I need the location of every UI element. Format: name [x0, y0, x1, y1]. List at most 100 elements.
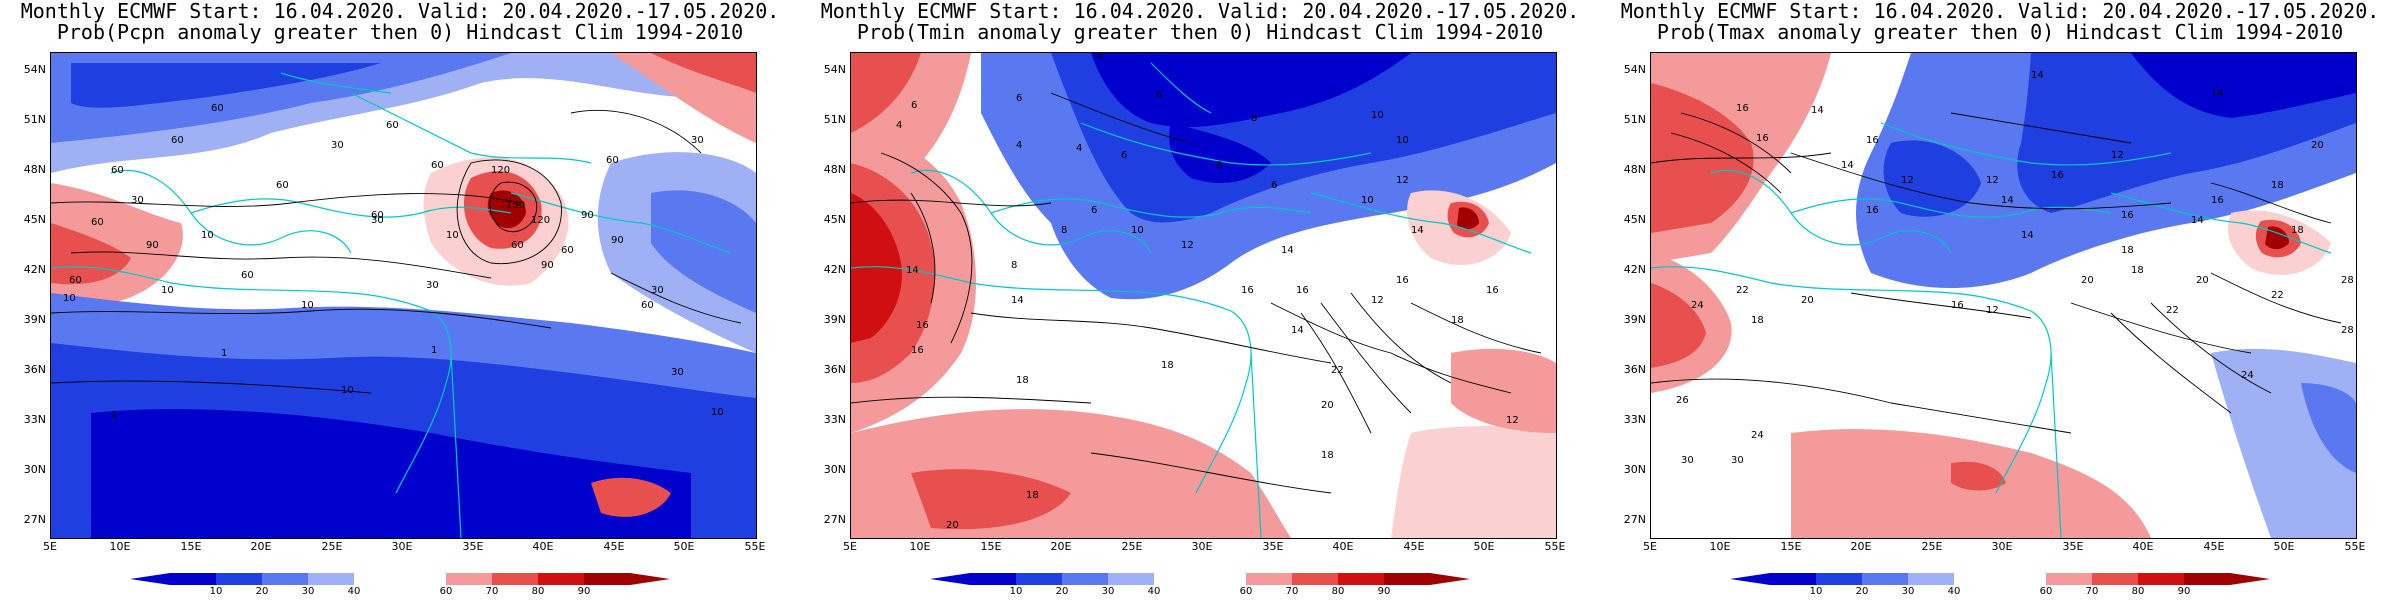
lat-tick: 48N: [23, 163, 46, 176]
contour-label: 30: [426, 280, 439, 291]
contour-label: 60: [561, 245, 574, 256]
contour-label: 6: [1271, 180, 1277, 191]
lon-tick: 20E: [250, 540, 272, 553]
contour-label: 10: [1361, 195, 1374, 206]
contour-label: 30: [1681, 455, 1694, 466]
contour-label: 1: [221, 348, 227, 359]
contour-label: 16: [1396, 275, 1409, 286]
lon-tick: 25E: [1921, 540, 1943, 553]
contour-label: 60: [606, 155, 619, 166]
contour-label: 30: [1731, 455, 1744, 466]
lon-tick: 35E: [462, 540, 484, 553]
colorbar-label: 30: [1101, 586, 1115, 597]
colorbar-label: 70: [1285, 586, 1299, 597]
lat-tick: 42N: [1623, 263, 1646, 276]
panel-title-line2: Prob(Pcpn anomaly greater then 0) Hindca…: [56, 20, 744, 44]
contour-label: 12: [1506, 415, 1519, 426]
contour-label: 60: [111, 165, 124, 176]
lon-tick: 20E: [1050, 540, 1072, 553]
contour-label: 12: [1181, 240, 1194, 251]
colorbar-label: 80: [531, 586, 545, 597]
contour-label: 8: [1011, 260, 1017, 271]
lat-tick: 30N: [23, 463, 46, 476]
lat-tick: 30N: [823, 463, 846, 476]
contour-label: 16: [2051, 170, 2064, 181]
contour-label: 150: [506, 200, 525, 211]
lon-tick: 55E: [1544, 540, 1566, 553]
lon-tick: 50E: [2273, 540, 2295, 553]
contour-label: 10: [301, 300, 314, 311]
contour-label: 18: [1751, 315, 1764, 326]
lat-tick: 33N: [23, 413, 46, 426]
contour-label: 10: [1371, 110, 1384, 121]
contour-label: 14: [906, 265, 919, 276]
contour-label: 12: [1371, 295, 1384, 306]
map-tmax: 14 14 16 16 14 12 14 16 12 16 18 20 16 1…: [1650, 52, 2357, 539]
contour-label: 22: [1736, 285, 1749, 296]
colorbar-label: 20: [1855, 586, 1869, 597]
contour-label: 60: [386, 120, 399, 131]
lat-tick: 27N: [1623, 513, 1646, 526]
contour-label: 6: [1156, 90, 1162, 101]
colorbar-label: 90: [2177, 586, 2191, 597]
contour-label: 14: [1291, 325, 1304, 336]
contour-label: 12: [2111, 150, 2124, 161]
contour-label: 28: [2341, 325, 2354, 336]
contour-label: 60: [91, 217, 104, 228]
contour-label: 6: [1091, 205, 1097, 216]
contour-label: 14: [2211, 88, 2224, 99]
lat-tick: 45N: [23, 213, 46, 226]
contour-label: 60: [371, 210, 384, 221]
contour-label: 14: [2021, 230, 2034, 241]
map-tmin-canvas: 4 6 6 6 4 4 6 8 8 10 6 10 12 4 6 8 12 14…: [851, 53, 1556, 538]
lat-tick: 36N: [823, 363, 846, 376]
lon-tick: 5E: [43, 540, 57, 553]
contour-label: 10: [446, 230, 459, 241]
lon-tick: 40E: [532, 540, 554, 553]
colorbar-label: 70: [2085, 586, 2099, 597]
contour-label: 12: [1396, 175, 1409, 186]
contour-label: 14: [1281, 245, 1294, 256]
contour-label: 60: [431, 160, 444, 171]
contour-label: 18: [1161, 360, 1174, 371]
lat-tick: 39N: [1623, 313, 1646, 326]
lat-tick: 45N: [823, 213, 846, 226]
contour-label: 30: [131, 195, 144, 206]
lon-tick: 5E: [843, 540, 857, 553]
lat-tick: 27N: [823, 513, 846, 526]
panel-precip: Monthly ECMWF Start: 16.04.2020. Valid: …: [0, 0, 800, 600]
contour-label: 90: [146, 240, 159, 251]
lat-tick: 36N: [23, 363, 46, 376]
contour-label: 90: [541, 260, 554, 271]
contour-label: 18: [1451, 315, 1464, 326]
contour-label: 4: [896, 120, 902, 131]
contour-label: 22: [1331, 365, 1344, 376]
colorbar: [130, 573, 670, 585]
contour-label: 30: [671, 367, 684, 378]
contour-label: 10: [1396, 135, 1409, 146]
contour-label: 14: [2191, 215, 2204, 226]
lat-tick: 48N: [823, 163, 846, 176]
contour-label: 30: [331, 140, 344, 151]
panel-tmin: Monthly ECMWF Start: 16.04.2020. Valid: …: [800, 0, 1600, 600]
panel-title-line2: Prob(Tmin anomaly greater then 0) Hindca…: [856, 20, 1544, 44]
contour-label: 10: [63, 293, 76, 304]
contour-label: 6: [1121, 150, 1127, 161]
contour-label: 10: [1131, 225, 1144, 236]
contour-label: 60: [511, 240, 524, 251]
lat-tick: 54N: [1623, 63, 1646, 76]
contour-labels-precip: 60 60 60 30 60 60 60 10 60 30 90 60 120 …: [63, 103, 724, 421]
lon-tick: 45E: [2203, 540, 2225, 553]
contour-label: 90: [581, 210, 594, 221]
lon-tick: 15E: [980, 540, 1002, 553]
lat-tick: 36N: [1623, 363, 1646, 376]
lon-tick: 10E: [909, 540, 931, 553]
lat-tick: 51N: [1623, 113, 1646, 126]
contour-label: 20: [2081, 275, 2094, 286]
lon-tick: 45E: [603, 540, 625, 553]
lat-tick: 42N: [823, 263, 846, 276]
contour-label: 10: [711, 407, 724, 418]
colorbar-label: 40: [1147, 586, 1161, 597]
lon-tick: 55E: [744, 540, 766, 553]
contour-label: 1: [431, 345, 437, 356]
